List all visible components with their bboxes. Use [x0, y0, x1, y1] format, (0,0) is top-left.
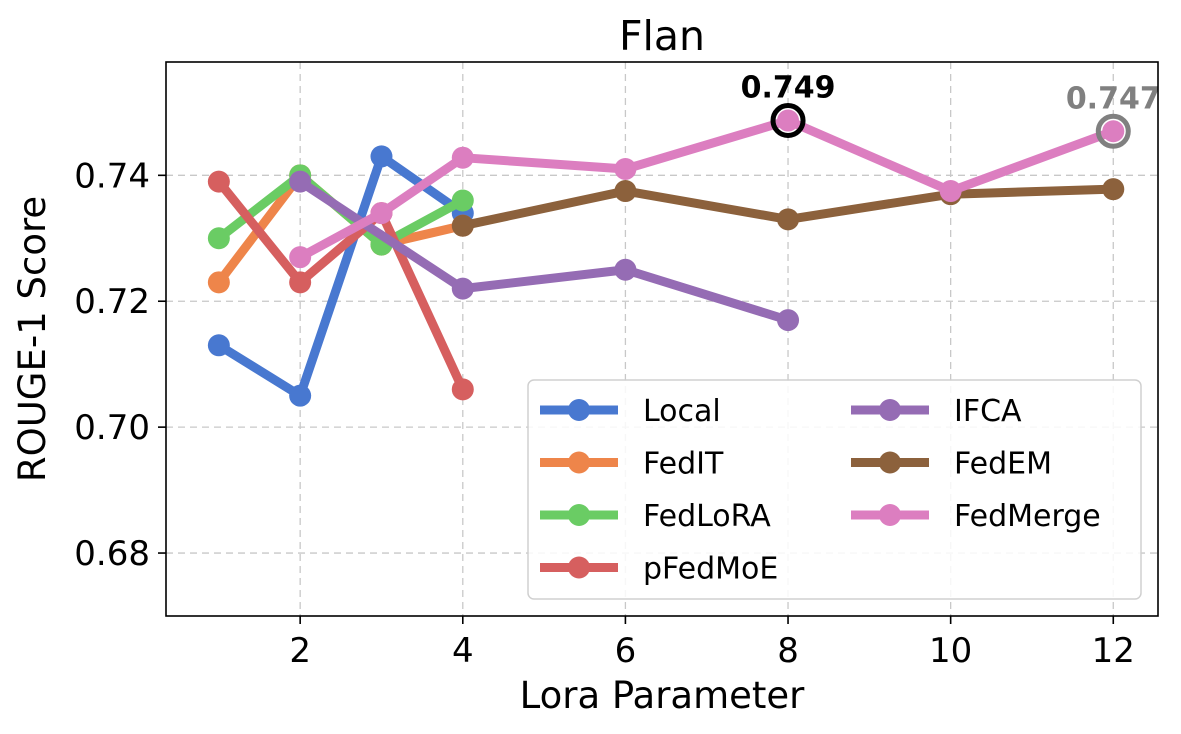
data-point-ifca [614, 258, 637, 281]
x-axis-title: Lora Parameter [520, 674, 806, 717]
x-tick-label: 8 [777, 631, 799, 671]
legend-item-fedlora: FedLoRA [540, 499, 771, 534]
legend-swatch-marker [568, 399, 590, 421]
annotations: 0.749 0.747 [741, 71, 1161, 149]
data-point-fedlora [451, 189, 474, 212]
data-point-fedmerge [777, 109, 800, 132]
series-layer [207, 109, 1125, 407]
legend-swatch-marker [568, 556, 590, 579]
legend-label: pFedMoE [643, 552, 778, 587]
legend-swatch-marker [568, 451, 590, 474]
legend-item-fedem: FedEM [851, 447, 1052, 482]
legend-label: FedEM [954, 447, 1052, 482]
highlight-ring [770, 103, 806, 139]
data-point-fedem [451, 214, 474, 237]
legend-label: FedLoRA [643, 499, 771, 534]
chart-title: Flan [619, 12, 705, 60]
y-tick-label: 0.74 [74, 156, 150, 196]
data-point-fedmerge [451, 146, 474, 169]
x-tick-label: 10 [929, 631, 972, 671]
data-point-fedmerge [289, 246, 312, 269]
data-point-fedmerge [1102, 120, 1125, 143]
legend-label: Local [643, 394, 721, 429]
data-point-fedit [207, 271, 230, 294]
annotation-label: 0.749 [741, 71, 836, 106]
legend-swatch-marker [879, 504, 901, 526]
x-tick-label: 12 [1092, 631, 1135, 671]
data-point-ifca [451, 277, 474, 300]
legend-swatch-marker [879, 399, 901, 421]
y-axis-title: ROUGE-1 Score [11, 196, 54, 482]
legend-item-fedit: FedIT [540, 447, 724, 482]
series-line-ifca [295, 177, 793, 325]
legend: Local FedIT FedLoRA pFedMoE IFCA FedEM FedMerg… [527, 379, 1142, 600]
series-line-pfedmoe [214, 177, 468, 394]
legend-item-ifca: IFCA [851, 394, 1022, 429]
data-point-fedem [614, 180, 637, 203]
plot-area-frame [165, 61, 1159, 617]
data-point-pfedmoe [451, 378, 474, 401]
data-point-fedmerge [370, 202, 393, 225]
y-tick-label: 0.70 [74, 408, 150, 448]
data-point-fedem [777, 208, 800, 231]
series-ifca [289, 170, 800, 332]
series-fedmerge [289, 109, 1125, 269]
series-line-local [214, 151, 468, 401]
data-point-local [289, 384, 312, 407]
data-point-fedlora [207, 227, 230, 250]
y-tick-label: 0.68 [74, 534, 150, 574]
series-local [207, 145, 474, 407]
legend-swatch-marker [879, 451, 901, 474]
legend-label: FedIT [643, 447, 724, 482]
data-point-local [207, 334, 230, 357]
data-point-ifca [777, 309, 800, 332]
series-pfedmoe [207, 170, 474, 401]
legend-label: IFCA [954, 394, 1022, 429]
annotation-label: 0.747 [1066, 81, 1161, 116]
data-point-fedem [1102, 178, 1125, 201]
data-point-pfedmoe [207, 170, 230, 193]
y-tick-label: 0.72 [74, 282, 150, 322]
x-tick-label: 4 [452, 631, 474, 671]
legend-item-fedmerge: FedMerge [851, 499, 1101, 534]
data-point-ifca [289, 170, 312, 193]
legend-swatch-marker [568, 504, 590, 526]
data-point-local [370, 145, 393, 168]
legend-item-local: Local [540, 394, 721, 429]
legend-item-pfedmoe: pFedMoE [540, 552, 778, 587]
x-tick-label: 2 [289, 631, 311, 671]
highlight-ring [1095, 113, 1131, 149]
x-tick-label: 6 [615, 631, 637, 671]
legend-box [527, 379, 1142, 600]
data-point-pfedmoe [289, 271, 312, 294]
axis-ticks: 2 4 6 8 10 12 0.68 0.70 0.72 0.74 [74, 156, 1135, 671]
data-point-fedmerge [939, 180, 962, 203]
data-point-fedmerge [614, 158, 637, 181]
legend-label: FedMerge [954, 499, 1101, 534]
